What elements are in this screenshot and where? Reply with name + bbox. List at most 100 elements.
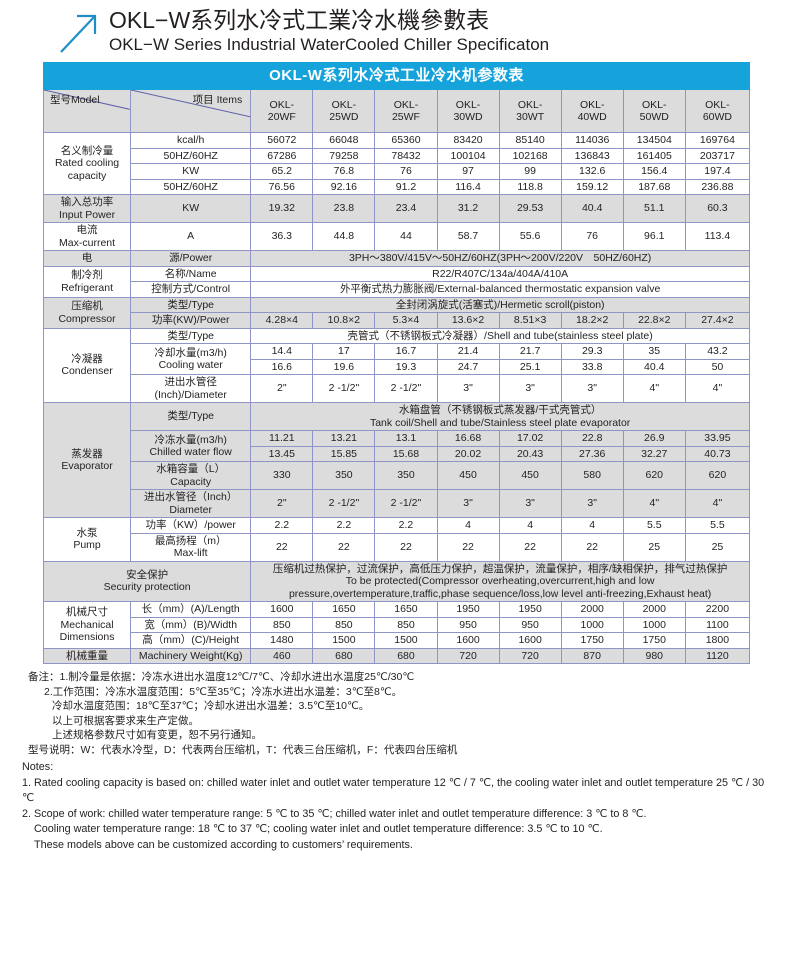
table-row: 冷凝器 Condenser 类型/Type 壳管式（不锈钢板式冷凝器）/Shell… [42,327,750,403]
model-prefix-2: OKL- [393,98,419,111]
item-chilled-flow: 冷冻水量(m3/h) Chilled water flow [130,430,252,462]
value-security-protection: 压缩机过热保护，过流保护，高低压力保护，超温保护，流量保护，相序/缺相保护，排气… [250,560,750,602]
header-corner-model: 型号Model [42,89,132,133]
cell: 32.27 [622,445,686,462]
note-cn-6: 型号说明：W：代表水冷型，D：代表两台压缩机，T：代表三台压缩机，F：代表四台压… [28,743,458,756]
cell: 22 [250,532,314,562]
cell: 3" [498,489,562,518]
cell: 720 [498,647,562,664]
note-en-4: These models above can be customized acc… [34,838,413,851]
cell: 350 [312,461,376,490]
cell: 16.6 [250,358,314,375]
table-banner: OKL-W系列水冷式工业冷水机参数表 [43,62,750,90]
cell: 29.3 [560,343,624,360]
item-hz1: 50HZ/60HZ [130,147,252,164]
cell: 92.16 [312,178,376,195]
cell: 20.43 [498,445,562,462]
cell: 22 [560,532,624,562]
cell: 21.7 [498,343,562,360]
table-row: 压缩机 Compressor 类型/Type 全封闭涡旋式(活塞式)/Hermet… [42,296,750,329]
table-row: 机械尺寸 Mechanical Dimensions 长（mm）(A)/Length… [42,601,751,649]
item-kw-only: KW [130,194,252,223]
cell: 2 -1/2" [312,489,376,518]
cell: 18.2×2 [560,312,624,329]
cell: 55.6 [498,222,562,251]
cell: 203717 [684,147,751,164]
cell: 40.4 [560,194,624,223]
cell: 116.4 [436,178,500,195]
cell: 22 [374,532,438,562]
cell: 2" [250,374,314,403]
cell: 2.2 [312,517,376,534]
cell: 1600 [436,632,500,649]
cell: 5.3×4 [374,312,438,329]
header-label-items: 项目 Items [192,94,243,106]
model-prefix-7: OKL- [705,98,730,111]
cell: 3" [436,489,500,518]
table-header-row: 型号Model 项目 Items OKL- 20WF OKL- 25WD OKL… [42,89,751,133]
table-row: 名义制冷量 Rated cooling capacity 名义制冷量Rated … [42,132,751,195]
model-suffix-7: 60WD [702,111,732,123]
cell: 33.8 [560,358,624,375]
cell: 850 [374,616,438,633]
cell: 97 [436,163,500,180]
cell: 580 [560,461,624,490]
cell: 26.9 [622,430,686,447]
cell: 16.68 [436,430,500,447]
cell: 22 [312,532,376,562]
model-col-1: OKL- 25WD [312,89,376,133]
item-control: 控制方式/Control [130,281,252,298]
cell: 102168 [498,147,562,164]
cell: 19.6 [312,358,376,375]
item-amp: A [130,222,252,251]
model-col-3: OKL- 30WD [436,89,500,133]
cell: 56072 [250,132,314,149]
model-suffix-2: 25WF [391,111,420,123]
table-row: 安全保护 Security protection 压缩机过热保护，过流保护，高低压… [42,560,750,602]
table-row: 最高扬程（m） Max-lift 22 22 22 22 22 22 25 25 [44,532,751,562]
table-row: KW 65.2 76.8 76 97 99 132.6 156.4 197.4 [44,163,751,180]
group-label-evaporator: 蒸发器 Evaporator [42,402,132,518]
cell: 4" [684,374,751,403]
cell: 850 [250,616,314,633]
cell: 460 [250,647,314,664]
table-row: 水箱容量（L） Capacity 330 350 350 450 450 580 … [44,461,751,490]
cell: 22 [436,532,500,562]
notes-title: Notes: [22,761,54,773]
group-label-max-current: 电流 Max-current [42,222,132,251]
item-weight: Machinery Weight(Kg) [130,647,252,664]
table-row: 机械重量 Machinery Weight(Kg) 460 680 680 72… [42,647,751,664]
cell: 1000 [622,616,686,633]
cell: 31.2 [436,194,500,223]
group-label-power-left: 电 [42,250,132,267]
specification-table: OKL-W系列水冷式工业冷水机参数表 型号Model 项目 Items OKL-… [42,62,751,664]
cell: 33.95 [684,430,751,447]
cell: 4" [622,489,686,518]
note-en-3: Cooling water temperature range: 18 ℃ to… [34,823,603,835]
notes-english: Notes: 1. Rated cooling capacity is base… [0,757,790,853]
cell: 5.5 [622,517,686,534]
cell: 2.2 [374,517,438,534]
cell: 19.3 [374,358,438,375]
cell: 4.28×4 [250,312,314,329]
cell: 13.21 [312,430,376,447]
cell: 4 [498,517,562,534]
cell: 13.1 [374,430,438,447]
cell: 22.8 [560,430,624,447]
cell: 11.21 [250,430,314,447]
model-col-0: OKL- 20WF [250,89,314,133]
table-row: 输入总功率 Input Power KW 19.32 23.8 23.4 31.2… [42,194,751,223]
model-prefix-4: OKL- [517,98,543,111]
table-row: 高（mm）(C)/Height 1480 1500 1500 1600 1600… [44,632,751,649]
table-row: 控制方式/Control 外平衡式热力膨胀阀/External-balanced… [44,281,750,298]
cell: 36.3 [250,222,314,251]
cell: 60.3 [684,194,751,223]
cell: 8.51×3 [498,312,562,329]
note-en-2: 2. Scope of work: chilled water temperat… [22,807,647,820]
model-suffix-4: 30WT [516,111,545,123]
evap-type-cn: 水箱盘管（不锈钢板式蒸发器/干式壳管式） [398,404,602,416]
model-prefix-6: OKL- [642,98,667,111]
cell: 156.4 [622,163,686,180]
cell: 2 -1/2" [374,489,438,518]
cell: 79258 [312,147,376,164]
